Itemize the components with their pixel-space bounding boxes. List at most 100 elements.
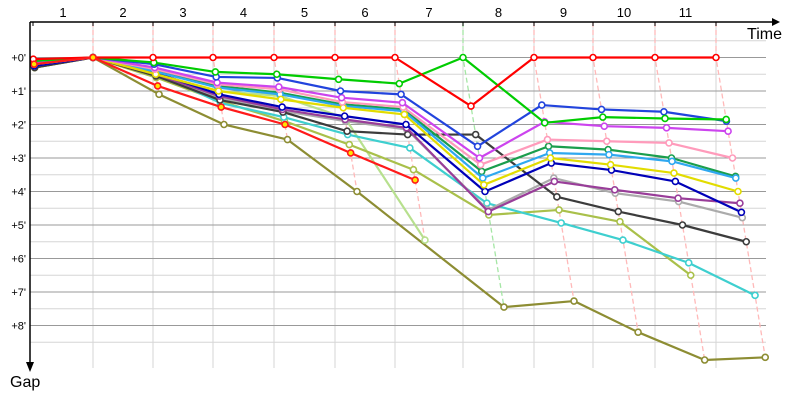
data-point-green (661, 114, 669, 123)
data-point-red-dnf (346, 149, 355, 157)
x-tick-label: 11 (679, 5, 693, 20)
data-point-black (471, 130, 480, 139)
data-point-palegreen (421, 236, 429, 244)
data-point-yellow (400, 110, 409, 119)
data-point-olive (353, 187, 361, 196)
data-point-turquoise (619, 236, 627, 244)
x-axis-title: Time (747, 26, 782, 43)
data-point-turquoise (751, 291, 759, 300)
data-point-green (598, 113, 607, 121)
data-point-lightblue (478, 174, 487, 182)
data-point-yellowgreen (616, 217, 624, 226)
data-point-purple (736, 199, 744, 208)
data-point-blue (336, 87, 345, 95)
y-tick-label: +6' (11, 254, 26, 266)
data-point-red (331, 53, 339, 62)
series-line-yellow (33, 56, 739, 193)
data-point-blue (597, 105, 606, 114)
series-line-navy (34, 56, 742, 214)
x-tick-label: 7 (425, 5, 432, 20)
data-point-blue (473, 142, 482, 151)
series-line-black (34, 56, 747, 243)
data-point-olive (634, 328, 642, 337)
data-point-olive (283, 135, 292, 144)
data-point-black (403, 130, 412, 139)
data-point-purple (484, 207, 493, 216)
stage-dashed-line (592, 22, 639, 333)
data-point-green (272, 70, 281, 79)
data-point-red (391, 53, 399, 62)
data-point-yellowgreen (345, 140, 354, 149)
data-point-lightblue (605, 150, 613, 159)
y-tick-label: +4' (11, 187, 26, 199)
x-tick-label: 3 (179, 5, 186, 20)
data-point-black (553, 193, 561, 201)
data-point-navy (671, 177, 680, 186)
tick-labels: 1 2 3 4 5 6 7 8 9 10 11 +0' +1' +2' +3' +4' +5' +6' +7' +8' (11, 5, 692, 333)
data-point-red-dnf (281, 120, 289, 129)
series-line-magenta (33, 56, 729, 160)
y-tick-label: +2' (11, 120, 26, 132)
y-tick-label: +1' (11, 86, 26, 98)
data-point-navy (737, 208, 746, 217)
data-point-darkgreen (477, 167, 486, 176)
data-point-lightblue (668, 157, 676, 166)
data-point-olive (761, 353, 770, 362)
data-point-green (722, 115, 730, 124)
data-point-green (459, 53, 467, 62)
series (29, 53, 770, 364)
data-point-purple (674, 194, 682, 202)
data-point-red (209, 53, 217, 62)
series-line-purple (34, 56, 741, 213)
data-point-olive (500, 303, 508, 311)
x-tick-label: 4 (240, 5, 247, 20)
data-point-pink (602, 137, 611, 146)
data-point-magenta (275, 83, 283, 91)
y-axis-arrow (26, 362, 34, 372)
data-point-lightblue (731, 174, 740, 182)
data-point-magenta (662, 124, 671, 132)
y-axis-title: Gap (10, 374, 41, 391)
data-point-red-dnf (411, 176, 419, 184)
series-line-green (33, 56, 727, 124)
data-point-navy (340, 112, 349, 120)
data-point-yellow (214, 87, 223, 95)
data-point-pink (665, 139, 673, 147)
data-point-black (742, 237, 751, 246)
data-point-magenta (600, 122, 609, 130)
data-point-red (530, 53, 538, 62)
data-point-navy (402, 120, 410, 129)
data-point-blue (538, 101, 546, 109)
data-point-turquoise (557, 219, 565, 227)
data-point-yellowgreen (409, 165, 418, 174)
data-point-pink (543, 135, 552, 144)
data-point-magenta (398, 98, 407, 107)
data-point-red (467, 102, 475, 110)
x-tick-label: 5 (301, 5, 308, 20)
data-point-turquoise (406, 144, 414, 152)
data-point-yellowgreen (686, 271, 695, 280)
data-point-red-dnf (30, 60, 38, 68)
series-line-blue (33, 56, 727, 148)
data-point-turquoise (483, 199, 491, 208)
series-yellow (30, 53, 742, 196)
data-point-red (651, 53, 659, 62)
y-tick-label: +5' (11, 220, 26, 232)
y-tick-label: +7' (11, 287, 26, 299)
data-point-green (211, 68, 220, 76)
data-point-magenta (475, 154, 484, 162)
data-point-magenta (724, 127, 732, 135)
data-point-purple (550, 177, 559, 186)
data-point-blue (397, 90, 405, 99)
y-tick-label: +0' (11, 53, 26, 65)
data-point-blue (660, 107, 668, 116)
data-point-green (540, 119, 549, 127)
x-tick-label: 9 (560, 5, 567, 20)
series-line-yellowgreen (34, 56, 692, 277)
x-tick-label: 6 (361, 5, 368, 20)
data-point-green (334, 75, 343, 84)
data-point-red (589, 53, 597, 62)
data-point-navy (278, 103, 286, 111)
data-point-yellow (606, 160, 615, 169)
